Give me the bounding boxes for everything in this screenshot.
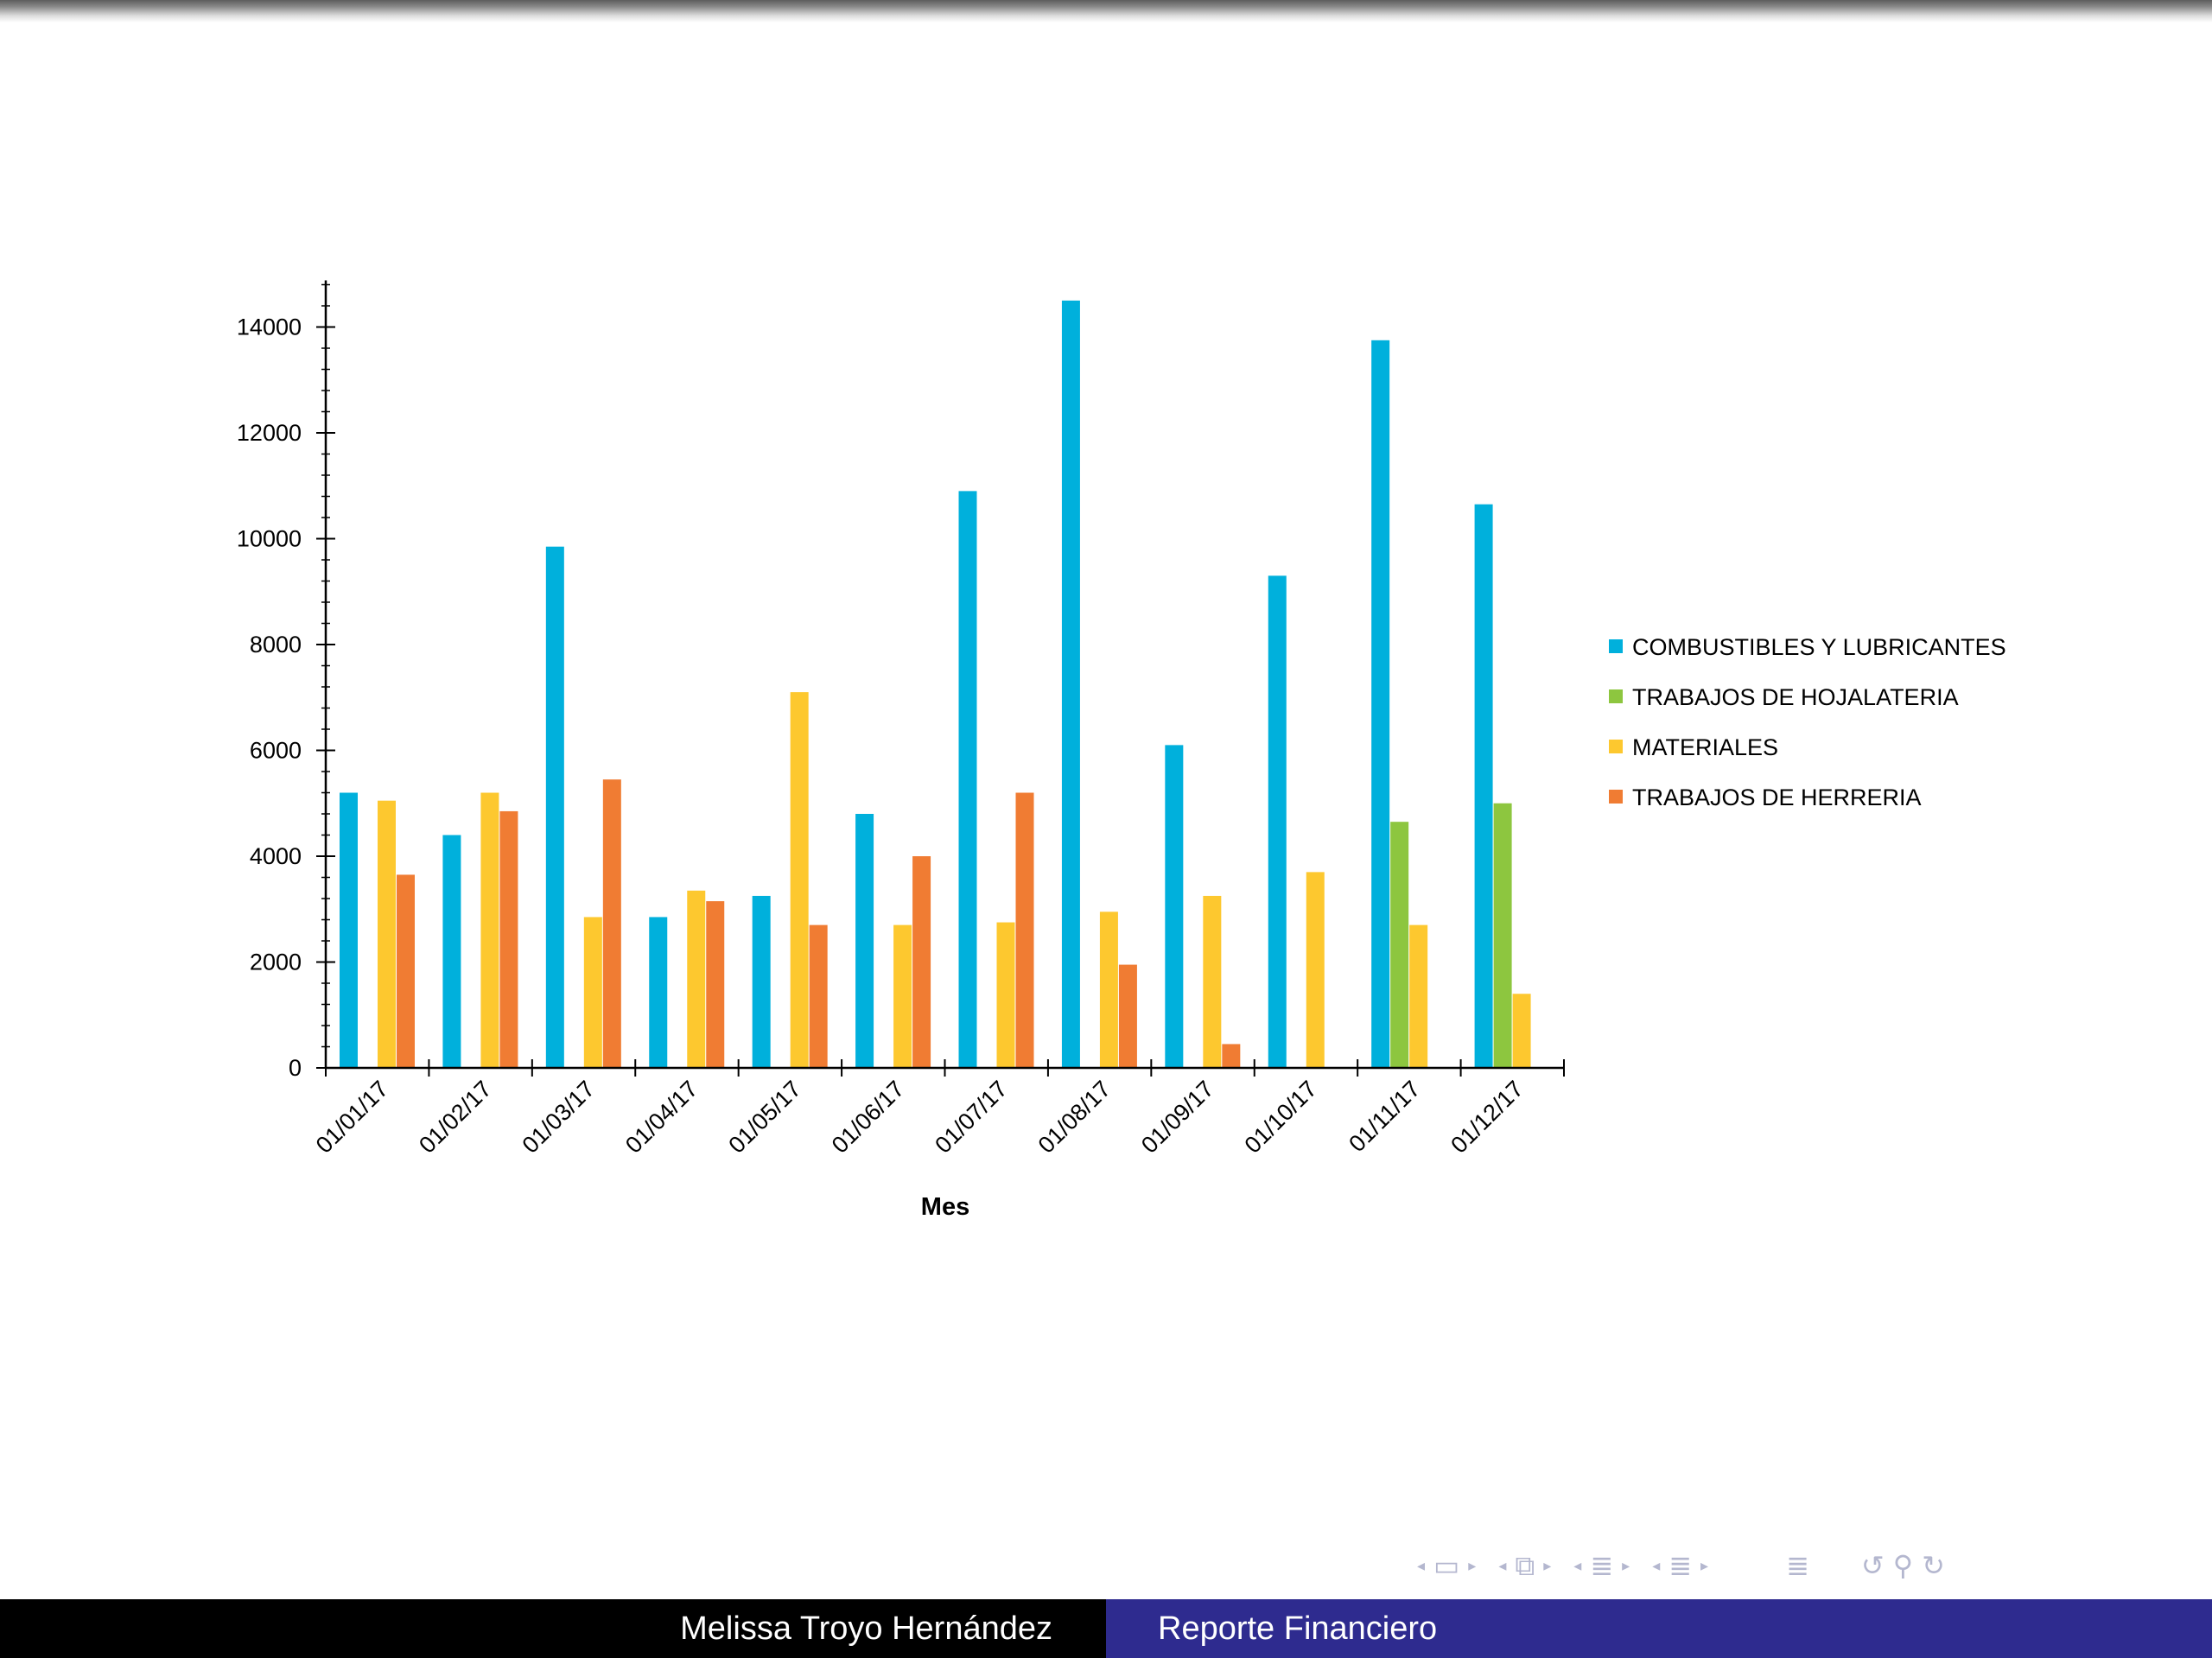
x-axis-title: Mes (921, 1193, 969, 1221)
section-nav-group: ◂ ≣ ▸ (1573, 1549, 1630, 1582)
y-tick-label: 4000 (250, 843, 302, 869)
x-tick-label: 01/06/17 (827, 1076, 910, 1159)
frame-nav-group: ◂ ▭ ▸ (1417, 1549, 1476, 1582)
footer-title: Reporte Financiero (1158, 1610, 1438, 1647)
bar-trabajos-de-herreria-1 (397, 874, 415, 1068)
bar-trabajos-de-herreria-4 (706, 901, 725, 1068)
bar-combustibles-y-lubricantes-4 (649, 917, 668, 1068)
y-tick-label: 0 (289, 1055, 302, 1081)
legend-label: TRABAJOS DE HOJALATERIA (1632, 684, 1959, 710)
bar-trabajos-de-herreria-6 (912, 856, 931, 1068)
nav-left-arrow-icon[interactable]: ◂ (1498, 1556, 1507, 1575)
legend-label: TRABAJOS DE HERRERIA (1632, 785, 1922, 810)
x-tick-label: 01/01/17 (311, 1076, 394, 1159)
bar-combustibles-y-lubricantes-10 (1268, 575, 1287, 1068)
legend-label: MATERIALES (1632, 734, 1778, 760)
top-shadow (0, 0, 2212, 22)
y-tick-label: 8000 (250, 632, 302, 657)
zoom-search-icon[interactable]: ⚲ (1892, 1549, 1914, 1582)
nav-left-arrow-icon[interactable]: ◂ (1417, 1556, 1426, 1575)
bar-combustibles-y-lubricantes-11 (1371, 340, 1390, 1068)
axes-layer (316, 280, 1565, 1077)
bar-trabajos-de-herreria-2 (499, 810, 518, 1068)
bar-materiales-4 (687, 890, 706, 1068)
bar-materiales-10 (1306, 872, 1325, 1068)
nav-right-arrow-icon[interactable]: ▸ (1622, 1556, 1630, 1575)
bar-materiales-3 (583, 917, 602, 1068)
nav-right-arrow-icon[interactable]: ▸ (1468, 1556, 1477, 1575)
redo-icon[interactable]: ↻ (1922, 1549, 1945, 1582)
bar-combustibles-y-lubricantes-7 (958, 491, 977, 1068)
nav-left-arrow-icon[interactable]: ◂ (1573, 1556, 1582, 1575)
y-tick-label: 2000 (250, 950, 302, 975)
footer-author: Melissa Troyo Hernández (680, 1610, 1052, 1647)
section-icon[interactable]: ≣ (1590, 1549, 1614, 1582)
bar-materiales-1 (378, 800, 396, 1068)
x-tick-label: 01/04/17 (620, 1076, 703, 1159)
bar-materiales-7 (996, 922, 1015, 1068)
bar-combustibles-y-lubricantes-2 (442, 835, 461, 1068)
y-tick-label: 10000 (237, 526, 302, 552)
toc-icon[interactable]: ≣ (1786, 1549, 1809, 1582)
bar-trabajos-de-herreria-8 (1118, 964, 1137, 1068)
legend-label: COMBUSTIBLES Y LUBRICANTES (1632, 634, 2006, 660)
y-tick-label: 6000 (250, 738, 302, 764)
x-tick-label: 01/09/17 (1136, 1076, 1219, 1159)
x-tick-label: 01/03/17 (518, 1076, 601, 1159)
bar-materiales-2 (480, 792, 499, 1068)
bar-combustibles-y-lubricantes-1 (340, 792, 358, 1068)
legend-swatch (1609, 740, 1623, 753)
bar-materiales-5 (790, 692, 809, 1068)
x-tick-label: 01/12/17 (1446, 1076, 1529, 1159)
bar-trabajos-de-hojalateria-11 (1390, 822, 1409, 1068)
bar-materiales-8 (1099, 912, 1118, 1068)
footer: Melissa Troyo Hernández Reporte Financie… (0, 1599, 2212, 1658)
beamer-navigation: ◂ ▭ ▸ ◂ ⧉ ▸ ◂ ≣ ▸ ◂ ≣ ▸ ≣ ↺ ⚲ ↻ (1417, 1548, 1945, 1583)
bar-materiales-9 (1203, 895, 1222, 1068)
toc-nav-group: ≣ (1786, 1549, 1809, 1582)
bar-trabajos-de-herreria-3 (602, 779, 621, 1068)
subsection-icon[interactable]: ≣ (1669, 1549, 1693, 1582)
bar-combustibles-y-lubricantes-12 (1474, 504, 1493, 1068)
subsection-nav-group: ◂ ≣ ▸ (1652, 1549, 1708, 1582)
bar-combustibles-y-lubricantes-6 (855, 814, 874, 1068)
bar-combustibles-y-lubricantes-9 (1165, 745, 1184, 1068)
frame-icon[interactable]: ▭ (1433, 1549, 1460, 1582)
bar-materiales-6 (893, 924, 912, 1068)
y-tick-label: 12000 (237, 420, 302, 446)
bar-combustibles-y-lubricantes-3 (545, 546, 564, 1068)
legend-swatch (1609, 689, 1623, 703)
footer-title-box: Reporte Financiero (1106, 1599, 2212, 1658)
bar-materiales-11 (1409, 924, 1428, 1068)
y-tick-label: 14000 (237, 314, 302, 340)
nav-right-arrow-icon[interactable]: ▸ (1543, 1556, 1552, 1575)
x-tick-label: 01/07/17 (930, 1076, 1013, 1159)
undo-icon[interactable]: ↺ (1860, 1549, 1885, 1582)
bar-trabajos-de-herreria-7 (1015, 792, 1034, 1068)
labels-layer: 0 2000 4000 6000 8000 10000 12000 14000 01/01/17… (237, 314, 1529, 1222)
frames-stack-icon[interactable]: ⧉ (1515, 1548, 1535, 1582)
legend-swatch (1609, 790, 1623, 804)
bar-combustibles-y-lubricantes-5 (752, 895, 771, 1068)
x-tick-label: 01/10/17 (1239, 1076, 1322, 1159)
x-tick-label: 01/05/17 (723, 1076, 806, 1159)
nav-left-arrow-icon[interactable]: ◂ (1652, 1556, 1661, 1575)
x-tick-label: 01/02/17 (414, 1076, 497, 1159)
bar-trabajos-de-herreria-9 (1222, 1044, 1241, 1068)
frames-nav-group: ◂ ⧉ ▸ (1498, 1549, 1551, 1583)
legend-swatch (1609, 639, 1623, 653)
bar-materiales-12 (1512, 994, 1531, 1068)
bar-trabajos-de-herreria-5 (809, 924, 828, 1068)
x-tick-label: 01/11/17 (1344, 1076, 1425, 1157)
bar-trabajos-de-hojalateria-12 (1493, 803, 1512, 1068)
bars-layer (340, 300, 1531, 1068)
x-tick-label: 01/08/17 (1033, 1076, 1116, 1159)
legend: COMBUSTIBLES Y LUBRICANTES TRABAJOS DE HO… (1609, 634, 2006, 810)
search-nav-group: ↺ ⚲ ↻ (1861, 1549, 1945, 1582)
footer-author-box: Melissa Troyo Hernández (0, 1599, 1106, 1658)
nav-right-arrow-icon[interactable]: ▸ (1700, 1556, 1709, 1575)
bar-combustibles-y-lubricantes-8 (1061, 300, 1080, 1068)
